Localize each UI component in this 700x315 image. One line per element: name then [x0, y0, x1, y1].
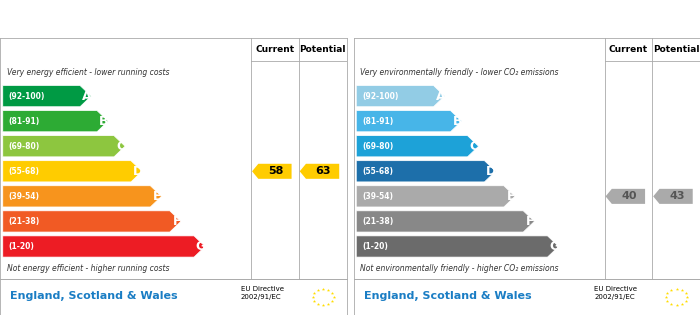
Text: 43: 43: [669, 191, 685, 201]
Text: B: B: [99, 115, 108, 128]
Text: E: E: [153, 190, 162, 203]
Text: Current: Current: [256, 45, 295, 54]
Text: Potential: Potential: [300, 45, 346, 54]
Polygon shape: [3, 236, 205, 257]
Text: F: F: [526, 215, 535, 228]
Text: D: D: [133, 165, 143, 178]
Text: (1-20): (1-20): [8, 242, 34, 251]
Text: A: A: [82, 89, 92, 103]
Text: Energy Efficiency Rating: Energy Efficiency Rating: [10, 12, 194, 26]
Text: (39-54): (39-54): [362, 192, 393, 201]
Text: B: B: [453, 115, 462, 128]
Text: 63: 63: [316, 166, 331, 176]
Text: F: F: [172, 215, 181, 228]
Text: (92-100): (92-100): [8, 92, 45, 100]
Text: Very environmentally friendly - lower CO₂ emissions: Very environmentally friendly - lower CO…: [360, 68, 559, 77]
Text: 40: 40: [622, 191, 637, 201]
Text: (69-80): (69-80): [8, 142, 40, 151]
Text: E: E: [507, 190, 515, 203]
Text: 58: 58: [268, 166, 284, 176]
Polygon shape: [3, 136, 125, 157]
Polygon shape: [3, 85, 91, 107]
Text: (69-80): (69-80): [362, 142, 393, 151]
Polygon shape: [653, 189, 693, 204]
Polygon shape: [3, 161, 142, 182]
Polygon shape: [356, 161, 496, 182]
Text: Potential: Potential: [653, 45, 699, 54]
Text: (55-68): (55-68): [362, 167, 393, 176]
Text: England, Scotland & Wales: England, Scotland & Wales: [364, 291, 531, 301]
Text: (21-38): (21-38): [8, 217, 40, 226]
Text: C: C: [470, 140, 479, 153]
Text: Not environmentally friendly - higher CO₂ emissions: Not environmentally friendly - higher CO…: [360, 264, 559, 273]
Text: (21-38): (21-38): [362, 217, 393, 226]
Text: (81-91): (81-91): [8, 117, 40, 126]
Text: Current: Current: [609, 45, 648, 54]
Polygon shape: [3, 186, 162, 207]
Text: England, Scotland & Wales: England, Scotland & Wales: [10, 291, 178, 301]
Polygon shape: [3, 211, 181, 232]
Text: (1-20): (1-20): [362, 242, 388, 251]
Polygon shape: [252, 164, 292, 179]
Polygon shape: [606, 189, 645, 204]
Polygon shape: [356, 136, 479, 157]
Text: C: C: [116, 140, 125, 153]
Polygon shape: [356, 85, 444, 107]
Text: EU Directive
2002/91/EC: EU Directive 2002/91/EC: [241, 286, 284, 300]
Text: G: G: [550, 240, 559, 253]
Text: Very energy efficient - lower running costs: Very energy efficient - lower running co…: [7, 68, 169, 77]
Text: Environmental Impact (CO₂) Rating: Environmental Impact (CO₂) Rating: [364, 12, 626, 26]
Text: A: A: [435, 89, 445, 103]
Polygon shape: [356, 186, 515, 207]
Text: G: G: [196, 240, 206, 253]
Text: (81-91): (81-91): [362, 117, 393, 126]
Polygon shape: [356, 111, 461, 132]
Text: (39-54): (39-54): [8, 192, 40, 201]
Text: (55-68): (55-68): [8, 167, 40, 176]
Polygon shape: [300, 164, 339, 179]
Polygon shape: [3, 111, 108, 132]
Text: D: D: [486, 165, 496, 178]
Text: Not energy efficient - higher running costs: Not energy efficient - higher running co…: [7, 264, 169, 273]
Text: (92-100): (92-100): [362, 92, 398, 100]
Polygon shape: [356, 236, 559, 257]
Text: EU Directive
2002/91/EC: EU Directive 2002/91/EC: [594, 286, 637, 300]
Polygon shape: [356, 211, 534, 232]
